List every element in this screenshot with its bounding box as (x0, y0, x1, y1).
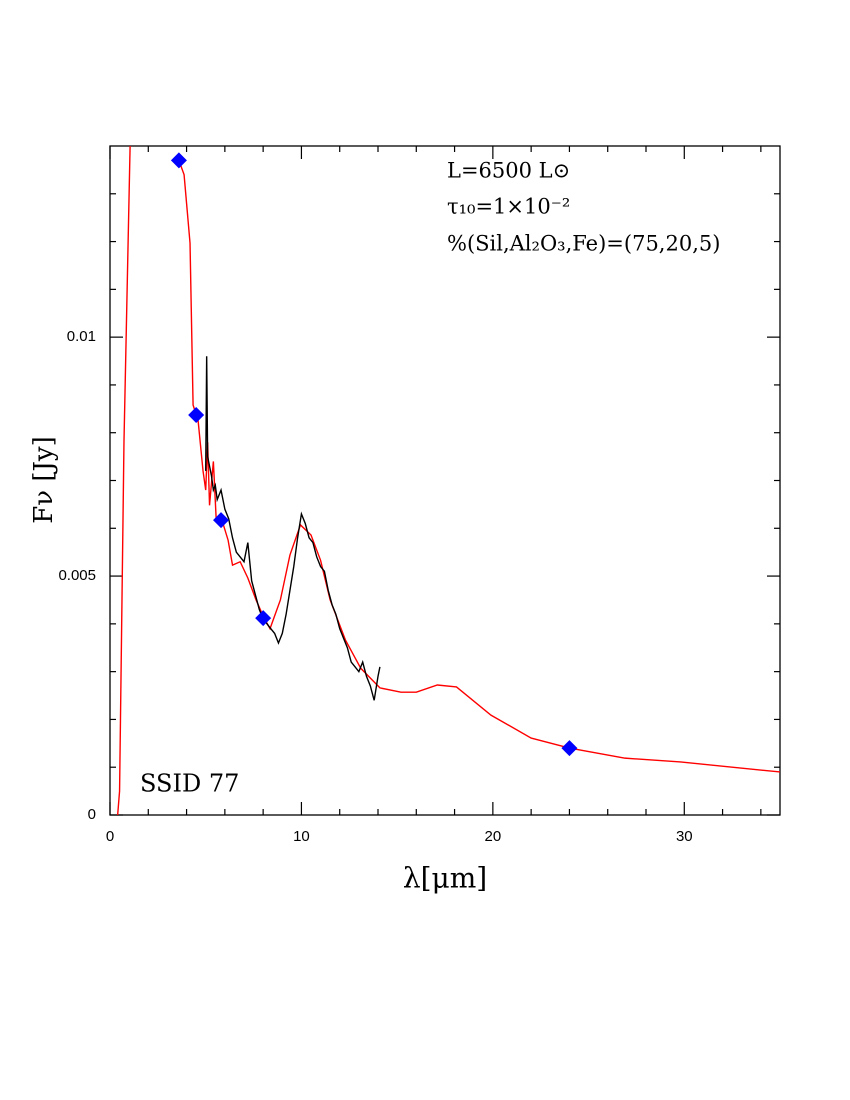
x-tick-label: 20 (485, 828, 502, 845)
data-point (255, 610, 272, 627)
y-axis-label: Fν [Jy] (29, 436, 59, 524)
annotation: %(Sil,Al₂O₃,Fe)=(75,20,5) (447, 232, 720, 256)
annotation: SSID 77 (140, 770, 239, 798)
plot-area (116, 146, 780, 815)
y-tick-label: 0 (88, 806, 96, 823)
data-point (213, 512, 230, 529)
x-tick-label: 0 (106, 828, 114, 845)
y-tick-label: 0.01 (67, 328, 96, 345)
x-axis-label: λ[μm] (403, 862, 487, 895)
y-tick-label: 0.005 (58, 567, 96, 584)
data-point (561, 740, 578, 757)
data-point (170, 152, 187, 169)
data-line (205, 356, 381, 701)
x-tick-label: 10 (293, 828, 310, 845)
annotation: L=6500 L⊙ (447, 159, 570, 183)
data-point (188, 407, 205, 424)
x-tick-label: 30 (676, 828, 693, 845)
annotation: τ₁₀=1×10⁻² (447, 195, 570, 219)
data-line (116, 146, 780, 815)
